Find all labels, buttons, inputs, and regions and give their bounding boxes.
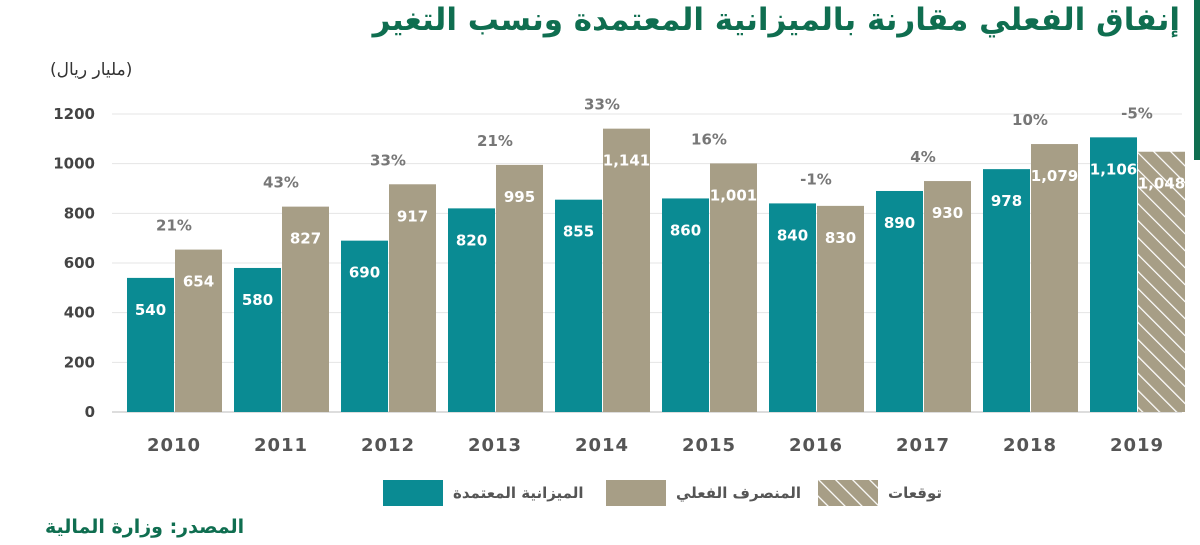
bar-budget <box>341 240 388 412</box>
bar-budget <box>234 267 281 412</box>
legend-budget: الميزانية المعتمدة <box>383 480 584 506</box>
y-tick-label: 400 <box>64 304 95 322</box>
source-note: المصدر: وزارة المالية <box>45 516 245 538</box>
data-label-actual: 995 <box>504 188 535 206</box>
data-label-actual: 1,048 <box>1138 175 1185 193</box>
change-label: 21% <box>156 217 192 235</box>
data-label-budget: 820 <box>456 231 487 249</box>
legend-actual-swatch <box>606 480 666 506</box>
bar-budget <box>983 169 1030 412</box>
data-label-actual: 1,001 <box>710 186 757 204</box>
data-label-actual: 1,141 <box>603 152 650 170</box>
bar-actual <box>175 249 222 412</box>
change-label: -1% <box>800 170 832 188</box>
data-label-actual: 1,079 <box>1031 167 1078 185</box>
x-tick-label: 2011 <box>254 435 308 456</box>
bar-budget <box>876 190 923 412</box>
bar-budget <box>1090 137 1137 413</box>
data-label-budget: 580 <box>242 291 273 309</box>
bar-budget <box>127 277 174 412</box>
change-label: 4% <box>910 148 935 166</box>
bar-actual <box>282 206 329 412</box>
bar-actual <box>1031 144 1078 412</box>
x-tick-label: 2019 <box>1110 435 1164 456</box>
bar-actual <box>924 181 971 412</box>
data-label-budget: 978 <box>991 192 1022 210</box>
legend-actual-label: المنصرف الفعلي <box>676 484 802 502</box>
change-label: 16% <box>691 130 727 148</box>
change-label: 33% <box>584 96 620 114</box>
x-tick-label: 2015 <box>682 435 736 456</box>
bar-actual <box>817 205 864 412</box>
data-label-budget: 1,106 <box>1090 160 1137 178</box>
x-tick-label: 2017 <box>896 435 950 456</box>
legend-forecast-label: توقعات <box>888 484 943 502</box>
change-label: 33% <box>370 151 406 169</box>
data-label-budget: 540 <box>135 301 166 319</box>
bar-forecast <box>1138 151 1185 412</box>
y-tick-label: 0 <box>85 403 95 421</box>
x-tick-label: 2012 <box>361 435 415 456</box>
data-label-actual: 654 <box>183 273 214 291</box>
bar-budget <box>769 203 816 412</box>
bar-budget <box>662 198 709 412</box>
bar-actual <box>389 184 436 412</box>
legend-forecast-swatch <box>818 480 878 506</box>
legend-forecast: توقعات <box>818 480 942 506</box>
change-label: 10% <box>1012 111 1048 129</box>
bar-actual <box>603 128 650 412</box>
data-label-budget: 855 <box>563 223 594 241</box>
legend-budget-swatch <box>383 480 443 506</box>
y-tick-label: 1200 <box>53 105 95 123</box>
x-tick-label: 2010 <box>147 435 201 456</box>
x-tick-label: 2018 <box>1003 435 1057 456</box>
legend-actual: المنصرف الفعلي <box>606 480 801 506</box>
data-label-actual: 827 <box>290 230 321 248</box>
bar-budget <box>555 199 602 412</box>
y-tick-label: 600 <box>64 254 95 272</box>
x-tick-label: 2016 <box>789 435 843 456</box>
data-label-budget: 840 <box>777 226 808 244</box>
data-label-budget: 860 <box>670 221 701 239</box>
chart-title: إنفاق الفعلي مقارنة بالميزانية المعتمدة … <box>372 2 1180 38</box>
change-label: 43% <box>263 174 299 192</box>
unit-label: (مليار ريال) <box>50 60 133 80</box>
bar-actual <box>496 164 543 412</box>
bar-budget <box>448 208 495 412</box>
data-label-actual: 830 <box>825 229 856 247</box>
y-tick-label: 800 <box>64 204 95 222</box>
data-label-actual: 917 <box>397 207 428 225</box>
change-label: -5% <box>1121 104 1153 122</box>
title-accent-bar <box>1194 0 1200 160</box>
x-tick-label: 2013 <box>468 435 522 456</box>
change-label: 21% <box>477 132 513 150</box>
legend-budget-label: الميزانية المعتمدة <box>453 484 584 502</box>
x-tick-label: 2014 <box>575 435 629 456</box>
y-tick-label: 1000 <box>53 155 95 173</box>
bar-actual <box>710 163 757 412</box>
data-label-budget: 890 <box>884 214 915 232</box>
data-label-actual: 930 <box>932 204 963 222</box>
y-tick-label: 200 <box>64 353 95 371</box>
data-label-budget: 690 <box>349 264 380 282</box>
